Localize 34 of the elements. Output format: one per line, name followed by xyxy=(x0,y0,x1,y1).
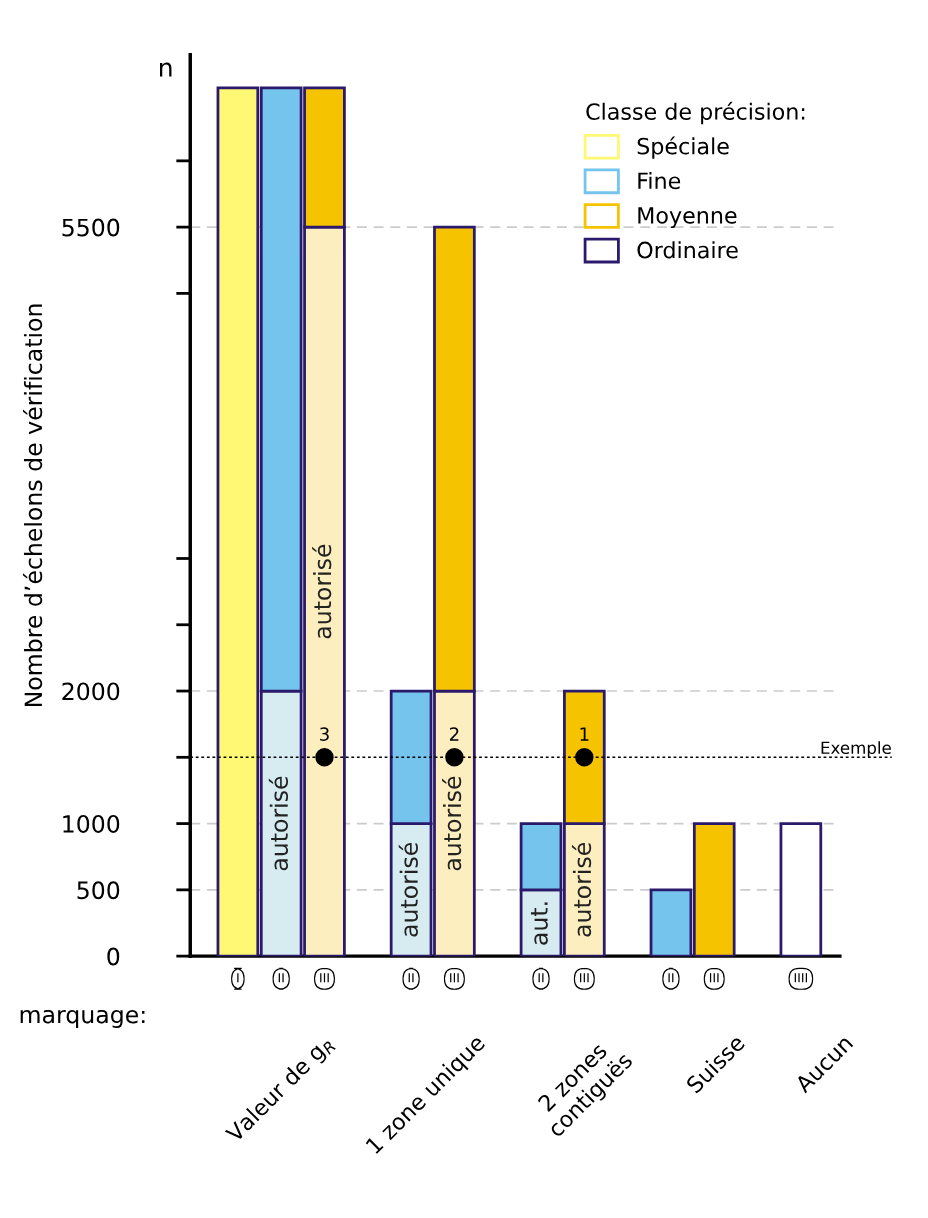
text: marquage: xyxy=(20,1009,145,1029)
text: n xyxy=(160,62,172,77)
y-tick-label: 2000 xyxy=(62,682,120,701)
x-tick-label: III xyxy=(320,973,329,983)
y-tick-label: 0 xyxy=(107,947,120,966)
data-label: autorisé xyxy=(442,776,462,871)
data-label: autorisé xyxy=(398,843,418,937)
data-label: aut. xyxy=(530,902,548,945)
legend-title: Classe de précision: xyxy=(586,101,805,125)
legend-label: Moyenne xyxy=(638,207,737,229)
x-tick-label: III xyxy=(709,973,719,983)
x-tick-label: IIII xyxy=(794,973,808,983)
y-axis-title: Nombre d’échelons de vérification xyxy=(23,304,43,707)
y-tick-label: 1000 xyxy=(63,815,120,833)
y-tick-label: 5500 xyxy=(62,218,120,237)
y-tick-label: 500 xyxy=(77,881,120,900)
x-tick-label: II xyxy=(278,973,284,983)
legend-label: Ordinaire xyxy=(637,241,738,259)
annotation: 2 xyxy=(449,727,459,741)
legend-label: Spéciale xyxy=(637,136,729,159)
x-tick-label: II xyxy=(668,973,674,983)
data-label: autorisé xyxy=(268,776,289,871)
legend-label: Fine xyxy=(638,171,681,190)
x-tick-label: III xyxy=(580,973,589,983)
annotation: 3 xyxy=(320,727,329,741)
data-label: autorisé xyxy=(571,843,592,937)
x-tick-label: II xyxy=(538,973,544,983)
x-tick-label: I xyxy=(237,973,239,983)
annotation: 1 xyxy=(580,727,589,741)
x-tick-label: II xyxy=(408,973,414,983)
x-tick-label: III xyxy=(450,973,459,983)
data-label: autorisé xyxy=(312,544,332,639)
text: Valeur de g$_{R}$ xyxy=(224,1034,337,1147)
ref-line-label: Exemple xyxy=(821,741,891,758)
